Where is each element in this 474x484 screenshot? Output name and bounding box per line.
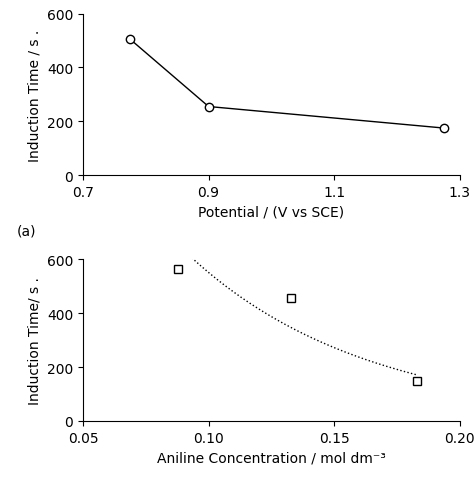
Text: (b): (b)	[17, 483, 37, 484]
X-axis label: Aniline Concentration / mol dm⁻³: Aniline Concentration / mol dm⁻³	[157, 450, 386, 464]
Y-axis label: Induction Time / s .: Induction Time / s .	[27, 29, 41, 161]
Text: (a): (a)	[17, 224, 36, 238]
X-axis label: Potential / (V vs SCE): Potential / (V vs SCE)	[198, 205, 345, 219]
Y-axis label: Induction Time/ s .: Induction Time/ s .	[27, 277, 41, 404]
